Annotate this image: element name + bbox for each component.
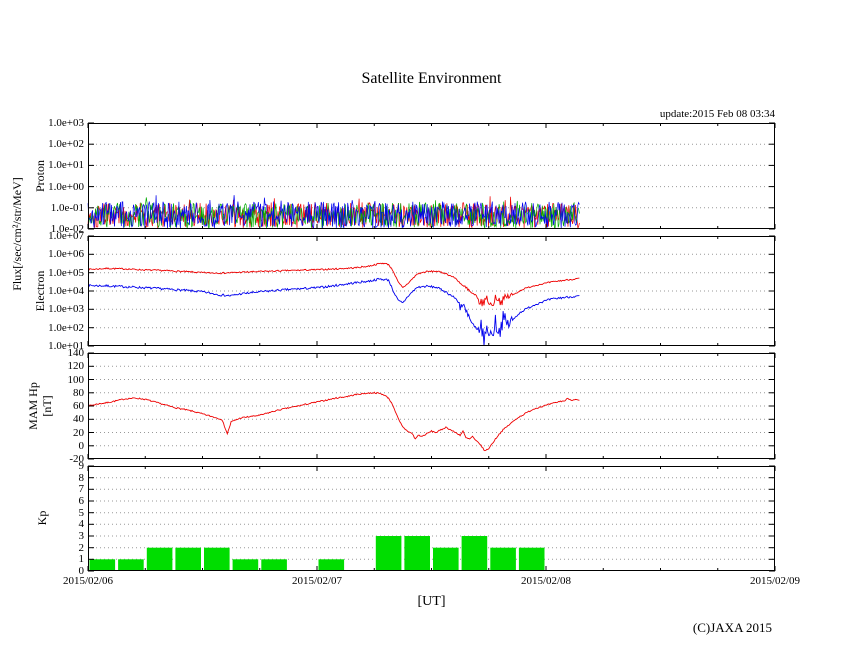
y-tick-label: 100 bbox=[67, 373, 85, 386]
kp-bar bbox=[204, 547, 230, 571]
x-tick-label: 2015/02/09 bbox=[749, 575, 801, 587]
kp-bar bbox=[261, 559, 287, 571]
mam-hp-axis-label: MAM Hp bbox=[26, 382, 40, 430]
nt-unit-label: [nT] bbox=[40, 395, 54, 417]
y-tick-label: 4 bbox=[78, 518, 85, 531]
electron-red-trace bbox=[87, 262, 580, 307]
kp-bar bbox=[318, 559, 345, 571]
x-axis-title: [UT] bbox=[417, 594, 446, 609]
y-tick-label: 120 bbox=[67, 360, 85, 373]
x-tick-label: 2015/02/06 bbox=[62, 575, 114, 587]
y-tick-label: 1.0e+03 bbox=[48, 303, 84, 316]
y-tick-label: -20 bbox=[69, 453, 84, 465]
kp-bar bbox=[89, 559, 116, 571]
y-tick-label: 140 bbox=[67, 347, 85, 359]
y-tick-label: 7 bbox=[78, 483, 85, 496]
y-tick-label: 60 bbox=[73, 400, 84, 412]
y-tick-label: 1.0e+00 bbox=[48, 180, 84, 193]
copyright-text: (C)JAXA 2015 bbox=[692, 620, 772, 635]
y-tick-label: 8 bbox=[78, 471, 85, 484]
electron-flux-frame bbox=[88, 236, 775, 346]
hp-red-trace bbox=[87, 391, 580, 452]
kp-bar bbox=[118, 559, 144, 571]
y-tick-label: 1.0e+02 bbox=[48, 321, 84, 334]
y-tick-label: 1.0e-01 bbox=[50, 201, 84, 214]
kp-index-frame bbox=[88, 466, 775, 571]
x-tick-label: 2015/02/08 bbox=[520, 575, 572, 587]
flux-axis-label: Flux[/sec/cm²/str/MeV] bbox=[10, 177, 24, 291]
kp-bar bbox=[175, 547, 201, 571]
y-tick-label: 3 bbox=[78, 530, 85, 542]
y-tick-label: 5 bbox=[78, 506, 85, 519]
y-tick-label: 20 bbox=[73, 426, 84, 439]
kp-bar bbox=[146, 547, 173, 571]
kp-bar bbox=[375, 536, 402, 571]
y-tick-label: 9 bbox=[78, 460, 85, 472]
y-tick-label: 0 bbox=[78, 439, 85, 452]
y-tick-label: 40 bbox=[73, 413, 84, 426]
y-tick-label: 1.0e+01 bbox=[48, 340, 84, 352]
y-tick-label: 2 bbox=[78, 541, 85, 554]
page-title: Satellite Environment bbox=[361, 70, 502, 87]
kp-bar bbox=[461, 536, 488, 571]
kp-bar bbox=[404, 536, 430, 571]
proton-axis-label: Proton bbox=[33, 160, 47, 193]
y-tick-label: 1.0e+04 bbox=[48, 285, 84, 297]
y-tick-label: 1.0e+01 bbox=[48, 159, 84, 172]
proton-flux-frame bbox=[88, 123, 775, 229]
y-tick-label: 1.0e+02 bbox=[48, 138, 84, 151]
kp-bar bbox=[232, 559, 259, 571]
kp-bar bbox=[518, 547, 545, 571]
y-tick-label: 6 bbox=[78, 495, 85, 507]
y-tick-label: 1.0e+05 bbox=[48, 266, 84, 279]
proton-blue-trace bbox=[87, 195, 580, 229]
electron-axis-label: Electron bbox=[33, 270, 47, 312]
update-timestamp: update:2015 Feb 08 03:34 bbox=[659, 108, 775, 120]
y-tick-label: 0 bbox=[78, 565, 85, 577]
y-tick-label: 1.0e-02 bbox=[50, 223, 84, 235]
mam-hp-frame bbox=[88, 353, 775, 459]
x-tick-label: 2015/02/07 bbox=[291, 575, 343, 587]
y-tick-label: 1 bbox=[78, 553, 85, 566]
kp-axis-label: Kp bbox=[35, 510, 49, 526]
electron-blue-trace bbox=[87, 277, 580, 347]
kp-bar bbox=[490, 547, 516, 571]
kp-bar bbox=[433, 547, 459, 571]
y-tick-label: 80 bbox=[73, 386, 84, 399]
y-tick-label: 1.0e+06 bbox=[48, 248, 84, 261]
y-tick-label: 1.0e+07 bbox=[48, 230, 84, 242]
y-tick-label: 1.0e+03 bbox=[48, 117, 84, 129]
